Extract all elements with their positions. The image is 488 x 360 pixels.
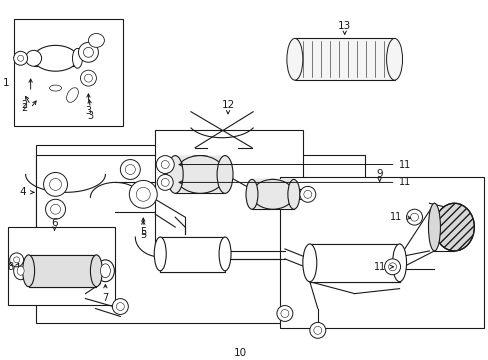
Ellipse shape — [245, 179, 258, 209]
Text: 5: 5 — [140, 227, 146, 237]
Ellipse shape — [49, 179, 61, 190]
Ellipse shape — [161, 161, 169, 168]
Ellipse shape — [410, 213, 418, 221]
Bar — [294, 39, 394, 80]
Text: 3: 3 — [85, 106, 91, 116]
Text: 13: 13 — [337, 21, 350, 31]
Ellipse shape — [156, 156, 174, 174]
Ellipse shape — [25, 50, 41, 66]
Text: 5: 5 — [140, 230, 146, 240]
Text: 6: 6 — [51, 218, 58, 228]
Ellipse shape — [17, 266, 24, 275]
Ellipse shape — [157, 175, 173, 190]
Text: 7: 7 — [102, 293, 108, 303]
Bar — [34, 50, 77, 66]
Bar — [36, 145, 163, 230]
Ellipse shape — [129, 180, 157, 208]
Ellipse shape — [22, 255, 35, 287]
Bar — [14, 19, 123, 126]
Ellipse shape — [34, 45, 77, 71]
Bar — [160, 237, 224, 272]
Ellipse shape — [43, 172, 67, 196]
Text: 8: 8 — [7, 262, 14, 272]
Ellipse shape — [217, 156, 233, 193]
Ellipse shape — [406, 209, 422, 225]
Text: 2: 2 — [21, 103, 27, 113]
Ellipse shape — [72, 48, 82, 68]
Ellipse shape — [116, 302, 124, 310]
Ellipse shape — [302, 244, 316, 282]
Text: 12: 12 — [221, 100, 234, 110]
Bar — [251, 179, 293, 209]
Text: 10: 10 — [233, 348, 246, 358]
Ellipse shape — [303, 190, 311, 198]
Ellipse shape — [49, 85, 61, 91]
Ellipse shape — [78, 42, 98, 62]
Ellipse shape — [167, 156, 183, 193]
Text: 11: 11 — [374, 262, 386, 272]
Ellipse shape — [388, 263, 396, 271]
Bar — [175, 156, 224, 193]
Ellipse shape — [14, 262, 27, 280]
Bar — [279, 177, 483, 328]
Ellipse shape — [313, 327, 321, 334]
Ellipse shape — [120, 159, 140, 179]
Ellipse shape — [96, 260, 114, 282]
Ellipse shape — [88, 33, 104, 48]
Ellipse shape — [299, 186, 315, 202]
Text: 11: 11 — [398, 177, 410, 188]
Ellipse shape — [154, 237, 166, 271]
Ellipse shape — [90, 255, 102, 287]
Text: 9: 9 — [376, 170, 382, 180]
Ellipse shape — [276, 306, 292, 321]
Text: 3: 3 — [87, 111, 93, 121]
Ellipse shape — [286, 39, 302, 80]
Ellipse shape — [14, 257, 20, 263]
Ellipse shape — [100, 264, 110, 278]
Ellipse shape — [66, 88, 78, 102]
Bar — [155, 130, 302, 259]
Ellipse shape — [45, 199, 65, 219]
Ellipse shape — [287, 179, 299, 209]
Ellipse shape — [175, 156, 224, 193]
Ellipse shape — [386, 39, 402, 80]
Ellipse shape — [219, 237, 230, 271]
Ellipse shape — [18, 55, 23, 61]
Ellipse shape — [309, 323, 325, 338]
Ellipse shape — [50, 204, 61, 214]
Ellipse shape — [125, 165, 135, 175]
Ellipse shape — [10, 253, 23, 267]
Ellipse shape — [84, 74, 92, 82]
Text: 1: 1 — [2, 78, 9, 88]
Ellipse shape — [384, 259, 400, 275]
Ellipse shape — [112, 298, 128, 315]
Ellipse shape — [427, 203, 440, 251]
Ellipse shape — [14, 51, 27, 65]
Ellipse shape — [280, 310, 288, 318]
Ellipse shape — [433, 203, 473, 251]
Bar — [29, 255, 96, 287]
Ellipse shape — [136, 187, 150, 201]
Text: 2: 2 — [21, 100, 27, 110]
Text: 11: 11 — [398, 159, 410, 170]
Text: 4: 4 — [20, 187, 26, 197]
Ellipse shape — [83, 48, 93, 57]
Ellipse shape — [81, 70, 96, 86]
Ellipse shape — [392, 244, 406, 282]
Ellipse shape — [251, 179, 293, 209]
Bar — [8, 227, 115, 305]
Ellipse shape — [161, 179, 169, 186]
Text: 11: 11 — [389, 212, 402, 222]
Bar — [36, 154, 364, 323]
Bar — [309, 244, 399, 282]
